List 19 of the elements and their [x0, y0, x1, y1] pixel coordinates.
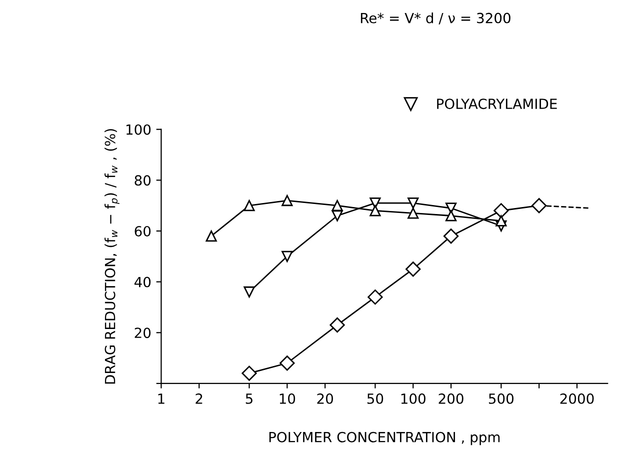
x-tick-label: 50 — [367, 393, 384, 404]
y-tick-label: 60 — [134, 226, 151, 236]
x-tick-label: 100 — [401, 393, 426, 404]
y-axis-title: DRAG REDUCTION, (f$_{w}$ − f$_{p}$) / f$_{w}$ , (%) — [104, 129, 120, 384]
y-tick-label: 40 — [134, 276, 151, 288]
x-axis-title: POLYMER CONCENTRATION , ppm — [269, 432, 500, 446]
x-tick-label: 5 — [246, 394, 252, 404]
x-tick-label: 500 — [488, 393, 514, 404]
x-tick-label: 20 — [317, 393, 333, 404]
y-tick-label: 100 — [126, 124, 151, 135]
x-tick-label: 200 — [438, 393, 464, 404]
x-tick-label: 1 — [158, 394, 164, 404]
x-tick-label: 2 — [196, 393, 202, 404]
legend-label: POLYACRYLAMIDE — [437, 98, 557, 110]
x-tick-label: 2000 — [560, 393, 594, 404]
y-tick-label: 80 — [134, 175, 151, 186]
y-tick-label: 20 — [134, 328, 151, 338]
text: Re* = V* d / ν = 3200 — [360, 12, 510, 24]
x-tick-label: 10 — [280, 393, 296, 404]
